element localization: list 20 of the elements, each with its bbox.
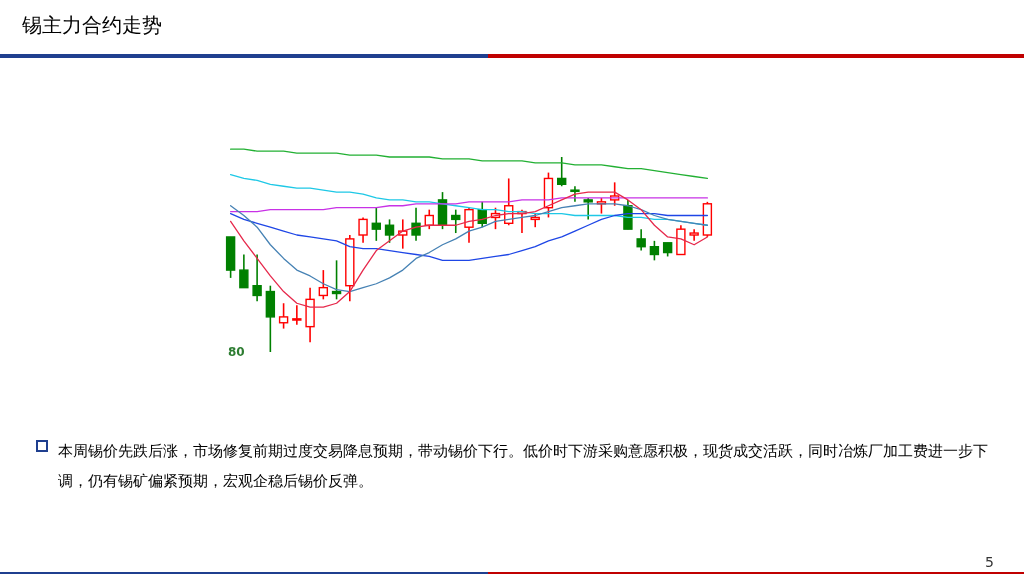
candlestick xyxy=(331,259,342,301)
text: 本周锡价先跌后涨，市场修复前期过度交易降息预期，带动锡价下行。低价时下游采购意愿积极，现货成交活跃，同时冶炼厂加工费进一步下调，仍有锡矿偏紧预期，宏观企稳后锡价反弹。 xyxy=(58,441,988,492)
candlestick xyxy=(358,216,368,244)
candlestick xyxy=(636,228,646,252)
candlestick xyxy=(649,240,660,262)
candlestick xyxy=(278,302,289,330)
candlestick xyxy=(318,269,329,301)
candlestick xyxy=(464,206,474,244)
chart-title: 锡主力合约走势 xyxy=(22,12,162,39)
candlestick xyxy=(623,199,633,230)
annotation: 80 xyxy=(228,345,245,359)
candlestick xyxy=(557,156,567,188)
candlestick xyxy=(384,218,395,244)
candlestick xyxy=(292,304,302,326)
candlestick xyxy=(252,253,262,303)
candlestick xyxy=(451,208,461,234)
candlestick xyxy=(371,206,381,242)
candlestick xyxy=(239,253,249,289)
candlestick xyxy=(411,206,421,242)
text: 5 xyxy=(985,554,994,570)
